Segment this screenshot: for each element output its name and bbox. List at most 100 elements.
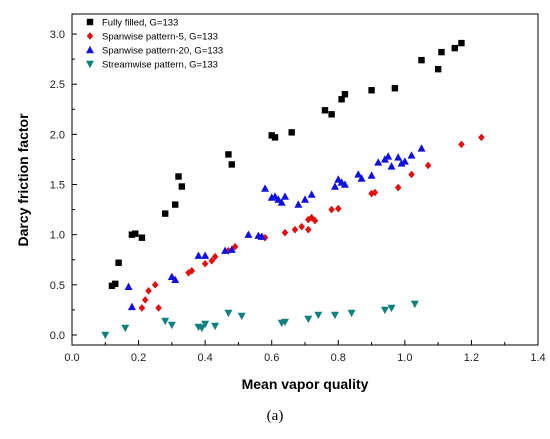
x-tick-label: 1.2: [464, 352, 479, 364]
legend-marker-series-1: [86, 18, 94, 26]
data-point-series-2: [145, 287, 152, 295]
data-point-series-3: [277, 198, 286, 206]
data-point-series-1: [178, 183, 186, 190]
data-point-series-3: [407, 151, 416, 159]
data-point-series-1: [458, 39, 465, 47]
data-point-series-3: [261, 184, 270, 192]
legend-marker-series-4: [86, 60, 94, 69]
data-point-series-4: [330, 311, 339, 320]
data-point-series-2: [408, 170, 415, 179]
data-point-series-2: [478, 133, 485, 142]
data-point-series-1: [438, 48, 445, 56]
data-point-series-1: [138, 234, 146, 241]
data-point-series-2: [291, 225, 299, 234]
y-tick-label: 0.5: [50, 280, 65, 292]
data-point-series-4: [197, 324, 206, 333]
data-point-series-3: [417, 144, 426, 152]
data-point-series-4: [410, 300, 419, 309]
data-point-series-3: [294, 200, 303, 208]
data-point-series-1: [228, 161, 235, 168]
data-point-series-4: [201, 320, 210, 329]
data-point-series-2: [458, 140, 465, 149]
data-point-series-2: [311, 216, 319, 225]
data-point-series-1: [434, 65, 442, 73]
data-point-series-3: [357, 174, 366, 182]
data-point-series-3: [354, 170, 363, 178]
data-point-series-2: [281, 228, 289, 237]
data-point-series-1: [132, 230, 139, 237]
data-point-series-1: [341, 91, 349, 98]
data-point-series-3: [340, 180, 349, 188]
data-point-series-2: [371, 188, 379, 197]
data-point-series-3: [330, 182, 339, 190]
x-axis-ticks: 0.0 0.2 0.4 0.6 0.8 1.0 1.2 1.4: [64, 340, 546, 364]
data-point-series-1: [321, 107, 329, 114]
x-tick-label: 1.0: [397, 352, 412, 364]
data-point-series-1: [128, 231, 136, 238]
x-tick-label: 0.0: [64, 352, 79, 364]
data-point-series-2: [151, 281, 159, 289]
data-point-series-2: [188, 266, 196, 275]
data-point-series-1: [112, 280, 119, 288]
data-point-series-2: [208, 256, 216, 265]
data-point-series-1: [338, 96, 345, 103]
chart: 0.0 0.2 0.4 0.6 0.8 1.0 1.2 1.4 0.0 0.5 1.0 1.5 2.0…: [15, 13, 546, 392]
data-point-series-2: [328, 205, 335, 214]
data-point-series-1: [271, 134, 279, 141]
data-point-series-1: [451, 44, 458, 52]
x-tick-label: 0.2: [131, 352, 146, 364]
data-point-series-3: [400, 157, 409, 165]
data-point-series-3: [227, 245, 236, 253]
data-point-series-1: [171, 201, 179, 208]
data-point-series-4: [304, 315, 313, 324]
data-point-series-3: [281, 192, 290, 200]
y-axis-ticks: 0.0 0.5 1.0 1.5 2.0 2.5 3.0: [50, 29, 77, 342]
data-point-series-2: [155, 304, 162, 312]
data-point-series-2: [305, 225, 312, 234]
data-point-series-1: [328, 111, 335, 118]
data-point-series-4: [211, 322, 220, 331]
data-point-series-3: [384, 152, 393, 160]
data-point-series-1: [108, 282, 116, 290]
data-point-series-1: [162, 210, 169, 217]
data-point-series-2: [211, 252, 219, 261]
data-point-series-3: [194, 251, 203, 259]
data-point-series-3: [127, 302, 136, 311]
data-point-series-4: [314, 311, 323, 320]
legend-label-series-3: Spanwise pattern-20, G=133: [102, 46, 223, 57]
data-point-series-1: [225, 151, 232, 158]
data-point-series-3: [374, 158, 383, 166]
data-point-series-4: [281, 318, 290, 327]
y-tick-label: 3.0: [50, 29, 65, 41]
data-point-series-4: [387, 304, 396, 313]
data-point-series-2: [225, 246, 232, 255]
data-point-series-3: [301, 195, 309, 203]
data-point-series-4: [101, 331, 110, 340]
data-point-series-3: [257, 232, 266, 240]
legend-label-series-2: Spanwise pattern-5, G=133: [102, 32, 218, 43]
data-point-series-3: [171, 275, 180, 284]
data-point-series-3: [221, 246, 230, 254]
legend-marker-series-3: [86, 45, 94, 54]
data-point-series-1: [175, 173, 182, 180]
data-point-series-4: [380, 306, 389, 315]
data-point-series-4: [224, 309, 233, 318]
data-point-series-4: [161, 317, 170, 326]
data-point-series-1: [418, 56, 425, 64]
data-point-series-3: [201, 251, 210, 259]
data-point-series-1: [368, 87, 375, 94]
data-point-series-3: [124, 282, 133, 291]
data-point-series-3: [244, 230, 253, 238]
data-point-series-4: [347, 309, 356, 318]
data-point-series-2: [201, 259, 209, 268]
data-point-series-1: [115, 259, 122, 266]
x-axis-title: Mean vapor quality: [242, 376, 369, 392]
data-point-series-2: [308, 213, 315, 222]
y-tick-label: 2.0: [50, 129, 65, 141]
data-point-series-1: [288, 129, 295, 136]
data-point-series-2: [141, 296, 149, 304]
data-point-series-3: [394, 153, 403, 161]
data-point-series-1: [268, 132, 275, 139]
data-point-series-2: [231, 242, 239, 251]
legend-label-series-4: Streamwise pattern, G=133: [102, 60, 218, 71]
